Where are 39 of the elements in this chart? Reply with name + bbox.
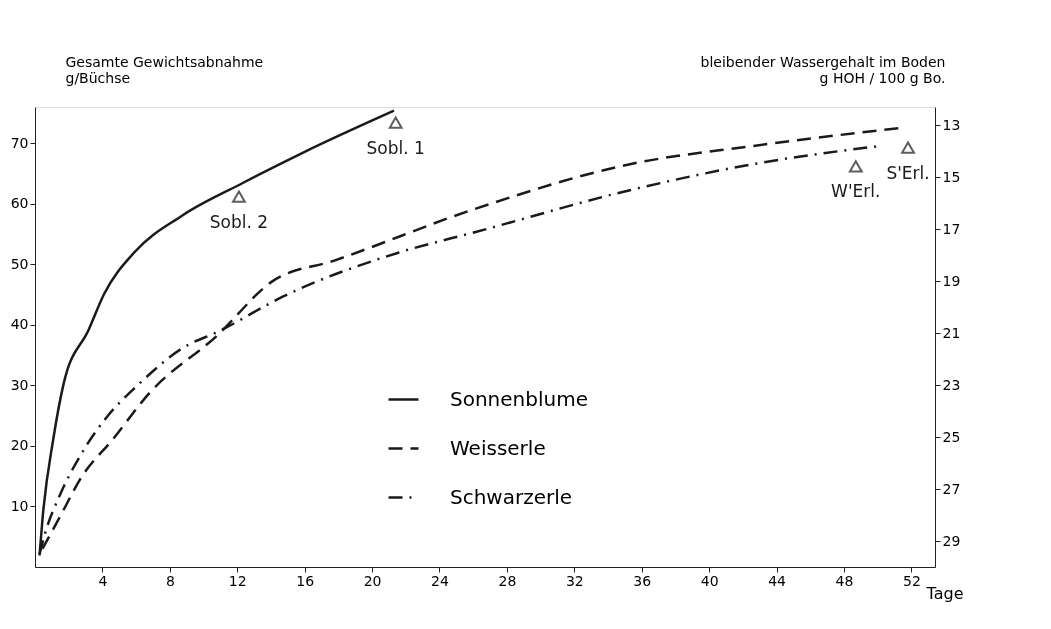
annotation: W'Erl. xyxy=(831,181,881,202)
x-tick-label: 12 xyxy=(228,572,247,589)
x-tick-label: 44 xyxy=(768,572,787,589)
x-tick-label: 28 xyxy=(498,572,517,589)
annotation: Sobl. 2 xyxy=(209,211,269,232)
x-tick-label: 4 xyxy=(98,572,108,589)
x-tick-label: 8 xyxy=(165,572,175,589)
y2-tick-label: 17 xyxy=(942,220,961,237)
y-tick-label: 20 xyxy=(10,437,29,454)
y2-tick-label: 23 xyxy=(942,376,961,393)
x-tick-label: 52 xyxy=(902,572,921,589)
legend-label: Weisserle xyxy=(450,435,546,460)
x-tick-label: 16 xyxy=(296,572,315,589)
y2-tick-label: 27 xyxy=(942,480,961,497)
annotation: S'Erl. xyxy=(886,162,930,183)
x-tick-label: 36 xyxy=(633,572,652,589)
y-tick-label: 50 xyxy=(10,255,29,272)
x-axis-title: Tage xyxy=(925,583,964,603)
y-tick-label: 40 xyxy=(10,316,29,333)
y-axis-title: Gesamte Gewichtsabnahme g/Büchse xyxy=(65,53,264,86)
y-tick-label: 60 xyxy=(10,195,29,212)
y-tick-label: 10 xyxy=(10,497,29,514)
x-tick-label: 24 xyxy=(431,572,449,589)
x-tick-label: 32 xyxy=(565,572,584,589)
y2-axis-title: bleibender Wassergehalt im Boden g HOH / 100 g Bo. xyxy=(700,53,946,86)
annotation: Sobl. 1 xyxy=(366,137,425,158)
y2-tick-label: 21 xyxy=(942,324,961,341)
y-tick-label: 70 xyxy=(10,134,29,151)
y-tick-label: 30 xyxy=(10,376,29,393)
y2-tick-label: 15 xyxy=(942,168,961,185)
y2-tick-label: 13 xyxy=(942,116,961,133)
y2-tick-label: 25 xyxy=(942,428,961,445)
y2-tick-label: 19 xyxy=(942,272,961,289)
x-tick-label: 48 xyxy=(835,572,854,589)
x-tick-label: 20 xyxy=(363,572,382,589)
legend-label: Schwarzerle xyxy=(450,484,573,509)
y2-tick-label: 29 xyxy=(942,532,961,549)
legend-label: Sonnenblume xyxy=(450,386,588,411)
x-tick-label: 40 xyxy=(700,572,719,589)
